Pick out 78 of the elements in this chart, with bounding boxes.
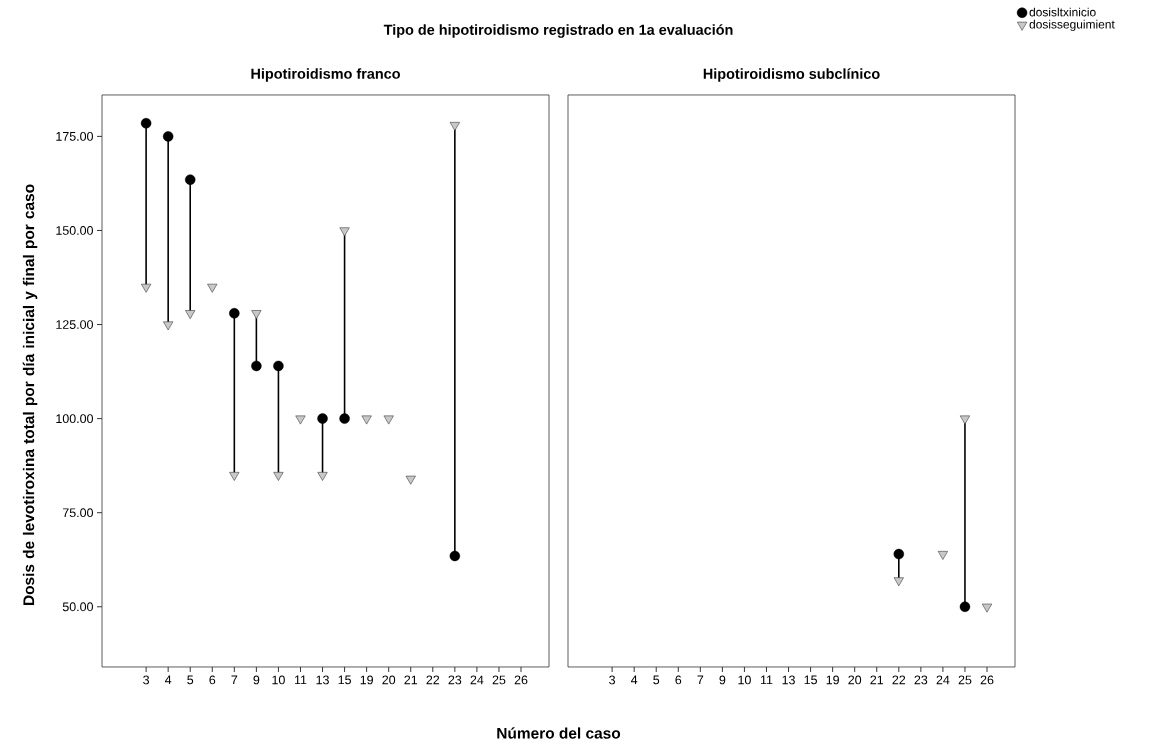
point xyxy=(937,551,948,560)
point xyxy=(162,131,174,142)
y-tick-label: 75.00 xyxy=(62,508,93,518)
x-tick-label: 20 xyxy=(848,675,862,685)
x-tick-label: 9 xyxy=(253,675,260,685)
point xyxy=(273,360,284,372)
x-tick-label: 21 xyxy=(404,675,418,685)
point xyxy=(273,472,284,481)
x-tick-label: 3 xyxy=(143,675,150,685)
point xyxy=(893,577,904,587)
point xyxy=(229,472,240,481)
y-tick-label: 175.00 xyxy=(56,131,93,141)
x-tick-label: 5 xyxy=(653,675,660,685)
x-tick-label: 23 xyxy=(448,675,462,685)
chart-subtitle: Hipotiroidismo subclínico xyxy=(703,68,880,82)
x-tick-label: 21 xyxy=(870,675,884,685)
y-tick-label: 150.00 xyxy=(56,226,93,235)
x-tick-label: 15 xyxy=(804,675,817,685)
point xyxy=(339,413,350,424)
x-tick-label: 26 xyxy=(980,675,994,685)
point xyxy=(361,415,372,425)
x-tick-label: 5 xyxy=(187,675,194,685)
point xyxy=(317,413,328,424)
x-tick-label: 25 xyxy=(492,675,506,685)
point xyxy=(383,415,394,425)
x-tick-label: 22 xyxy=(892,675,906,685)
point xyxy=(959,601,971,612)
x-tick-label: 23 xyxy=(914,675,928,685)
chart-title: Tipo de hipotiroidismo registrado en 1a evaluación xyxy=(383,24,733,38)
x-tick-label: 10 xyxy=(272,675,285,685)
point xyxy=(229,308,240,319)
point xyxy=(140,118,152,129)
x-tick-label: 24 xyxy=(470,675,484,685)
point xyxy=(163,321,174,331)
point xyxy=(981,603,993,613)
x-tick-label: 4 xyxy=(630,675,638,685)
x-tick-label: 26 xyxy=(514,675,528,685)
x-tick-label: 7 xyxy=(697,675,704,685)
y-tick-label: 125.00 xyxy=(56,320,93,329)
x-axis-title: Número del caso xyxy=(497,727,621,739)
point xyxy=(959,415,971,425)
y-tick-label: 50.00 xyxy=(62,602,93,612)
x-tick-label: 19 xyxy=(360,675,373,685)
x-tick-label: 4 xyxy=(164,675,172,685)
point xyxy=(449,550,461,562)
point xyxy=(251,360,262,372)
point xyxy=(893,548,904,560)
x-tick-label: 22 xyxy=(426,675,440,685)
x-tick-label: 10 xyxy=(738,675,751,685)
point xyxy=(339,227,350,237)
x-tick-label: 13 xyxy=(782,675,795,685)
point xyxy=(449,122,460,131)
x-tick-label: 3 xyxy=(609,675,616,685)
x-tick-label: 6 xyxy=(675,675,682,685)
point xyxy=(405,475,416,485)
x-tick-label: 11 xyxy=(294,675,307,685)
x-tick-label: 6 xyxy=(209,675,216,685)
point xyxy=(185,310,196,320)
x-tick-label: 9 xyxy=(719,675,726,685)
chart-subtitle: Hipotiroidismo franco xyxy=(251,68,400,82)
x-tick-label: 20 xyxy=(382,675,396,685)
y-axis-title: Dosis de levotiroxina total por día inicial y final por caso xyxy=(22,184,38,606)
x-tick-label: 19 xyxy=(826,675,839,685)
y-tick-label: 100.00 xyxy=(56,414,93,424)
x-tick-label: 7 xyxy=(231,675,238,685)
point xyxy=(295,415,306,425)
point xyxy=(141,283,152,293)
legend-label: dosisseguimient xyxy=(1029,19,1115,31)
x-tick-label: 24 xyxy=(936,675,950,685)
point xyxy=(317,472,328,481)
point xyxy=(207,283,218,293)
x-tick-label: 13 xyxy=(316,675,329,685)
x-tick-label: 11 xyxy=(760,675,773,685)
point xyxy=(251,310,262,320)
x-tick-label: 25 xyxy=(958,675,972,685)
point xyxy=(185,174,196,185)
legend-label: dosisltxinicio xyxy=(1029,7,1096,17)
x-tick-label: 15 xyxy=(338,675,351,685)
